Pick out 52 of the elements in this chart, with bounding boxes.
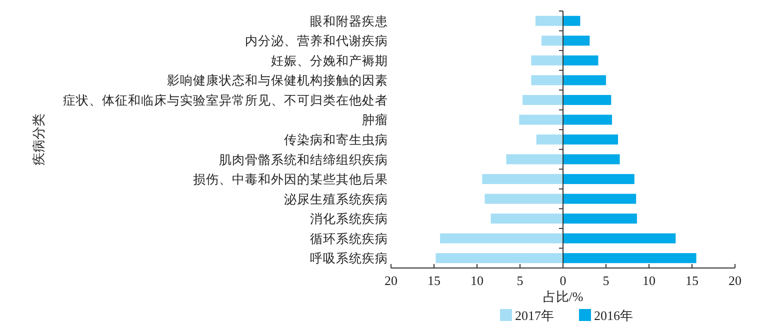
- x-tick-label: 15: [428, 273, 440, 288]
- bar: [563, 114, 612, 125]
- y-tick-label: 传染病和寄生虫病: [284, 132, 388, 147]
- bar: [563, 55, 598, 66]
- bar: [563, 75, 606, 86]
- bar: [563, 214, 637, 224]
- bar: [490, 214, 563, 224]
- x-tick-label: 20: [728, 273, 742, 288]
- bar: [563, 194, 636, 204]
- bar: [522, 94, 563, 105]
- y-tick-label: 循环系统疾病: [310, 232, 388, 246]
- y-tick-label: 肿瘤: [362, 112, 388, 128]
- bar: [563, 134, 618, 144]
- y-tick-label: 呼吸系统疾病: [310, 252, 388, 266]
- x-tick-label: 0: [560, 273, 566, 288]
- x-tick-label: 5: [516, 273, 524, 288]
- bar: [436, 253, 563, 264]
- y-tick-label: 泌尿生殖系统疾病: [284, 192, 388, 206]
- x-tick-label: 20: [384, 273, 398, 288]
- bar: [531, 75, 563, 86]
- y-tick-label: 妊娠、分娩和产褥期: [271, 54, 388, 68]
- bar: [519, 114, 563, 125]
- bar: [484, 194, 563, 204]
- x-tick-label: 10: [642, 273, 656, 288]
- bar: [536, 134, 563, 144]
- bar: [542, 36, 563, 46]
- bar: [535, 16, 563, 26]
- y-tick-label: 消化系统疾病: [310, 212, 388, 226]
- bar: [563, 94, 612, 105]
- bar: [531, 55, 563, 66]
- bar: [482, 174, 563, 184]
- legend-label: 2016年: [594, 308, 633, 323]
- bar: [563, 16, 580, 26]
- bar: [563, 253, 696, 264]
- x-tick-label: 5: [602, 273, 610, 288]
- x-tick-label: 10: [470, 273, 484, 288]
- y-axis-title: 疾病分类: [31, 114, 46, 166]
- bar: [563, 36, 590, 46]
- bar: [563, 154, 620, 164]
- y-tick-label: 肌肉骨骼系统和结缔组织疾病: [219, 152, 388, 167]
- y-tick-label: 症状、体征和临床与实验室异常所见、不可归类在他处者: [63, 92, 388, 108]
- bar: [440, 233, 563, 244]
- y-tick-label: 影响健康状态和与保健机构接触的因素: [167, 74, 388, 88]
- y-tick-label: 眼和附器疾患: [310, 14, 388, 28]
- y-tick-label: 损伤、中毒和外因的某些其他后果: [193, 172, 388, 187]
- x-tick-label: 15: [686, 273, 698, 288]
- y-tick-label: 内分泌、营养和代谢疾病: [245, 33, 388, 48]
- bar: [563, 233, 676, 244]
- x-axis-title: 占比/%: [542, 289, 584, 304]
- bar: [563, 174, 634, 184]
- legend-label: 2017年: [515, 308, 554, 323]
- bar: [506, 154, 563, 164]
